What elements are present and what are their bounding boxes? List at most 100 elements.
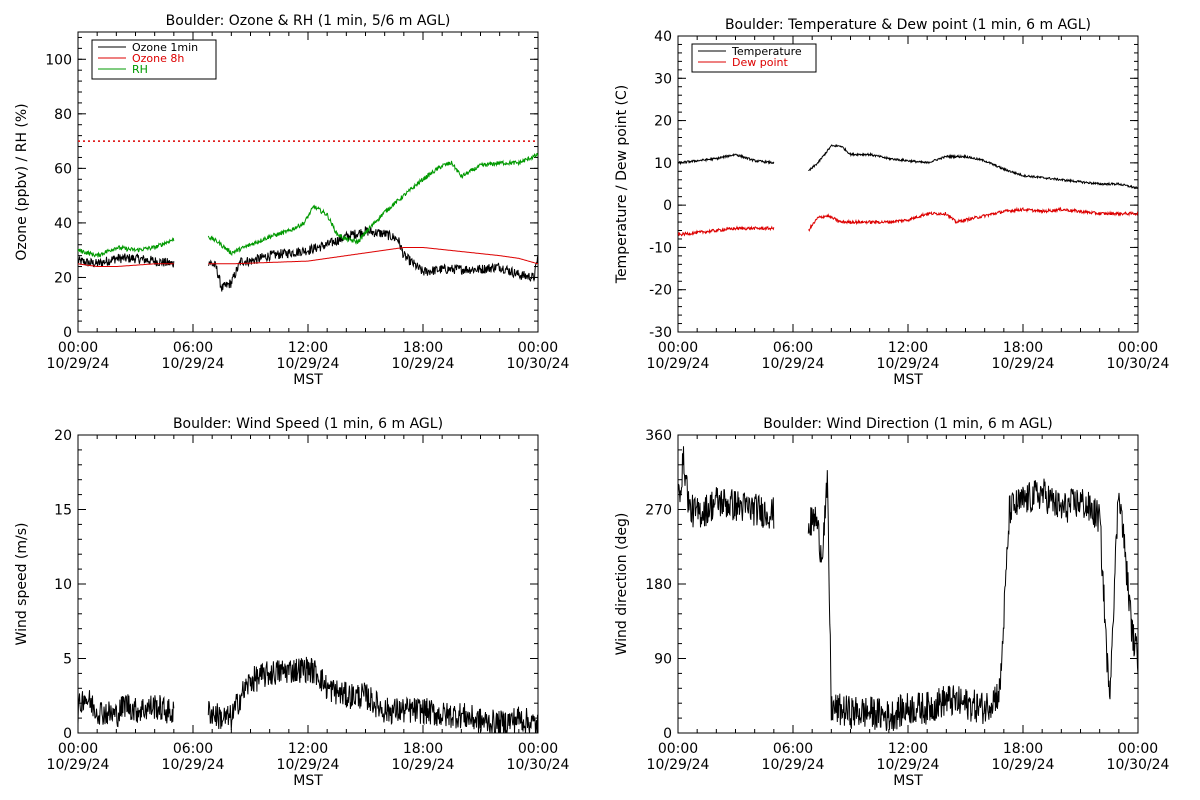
series-line-1-segment-0: [78, 263, 174, 267]
series-line-0-segment-1: [808, 143, 1138, 190]
x-tick-date: 10/29/24: [992, 757, 1055, 773]
x-tick-time: 00:00: [1118, 741, 1158, 757]
x-tick-time: 18:00: [403, 340, 443, 356]
x-tick-date: 10/29/24: [392, 757, 455, 773]
chart-title: Boulder: Wind Direction (1 min, 6 m AGL): [763, 416, 1052, 432]
y-tick-label: 20: [54, 270, 72, 286]
y-tick-label: 180: [645, 577, 672, 593]
legend-entry: Ozone 1min: [132, 41, 198, 54]
x-tick-time: 00:00: [58, 741, 98, 757]
x-tick-time: 06:00: [173, 340, 213, 356]
x-tick-time: 00:00: [1118, 340, 1158, 356]
legend-entry: Dew point: [732, 56, 788, 69]
y-tick-label: 30: [654, 71, 672, 87]
x-tick-date: 10/29/24: [392, 356, 455, 372]
x-axis-label: MST: [893, 773, 923, 789]
y-tick-label: -10: [649, 240, 672, 256]
x-tick-time: 00:00: [58, 340, 98, 356]
series-line-0-segment-0: [678, 446, 775, 529]
chart-3: Boulder: Wind Direction (1 min, 6 m AGL)…: [614, 416, 1170, 789]
x-tick-time: 12:00: [888, 741, 928, 757]
series-line-1-segment-1: [208, 247, 538, 265]
x-tick-time: 00:00: [518, 340, 558, 356]
x-tick-date: 10/29/24: [877, 356, 940, 372]
x-tick-date: 10/30/24: [507, 356, 570, 372]
x-tick-date: 10/29/24: [277, 757, 340, 773]
y-tick-label: 40: [654, 29, 672, 45]
y-tick-label: 80: [54, 107, 72, 123]
x-tick-date: 10/29/24: [162, 356, 225, 372]
series-line-0-segment-0: [78, 690, 175, 728]
y-axis-label: Wind direction (deg): [614, 513, 630, 656]
x-tick-date: 10/30/24: [1107, 757, 1170, 773]
y-tick-label: 360: [645, 428, 672, 444]
x-tick-date: 10/29/24: [47, 757, 110, 773]
x-tick-date: 10/29/24: [647, 356, 710, 372]
y-axis-label: Temperature / Dew point (C): [614, 85, 630, 284]
x-tick-time: 06:00: [773, 340, 813, 356]
chart-0: Boulder: Ozone & RH (1 min, 5/6 m AGL) 0 2…: [14, 13, 570, 388]
x-tick-date: 10/29/24: [992, 356, 1055, 372]
x-axis-label: MST: [893, 372, 923, 388]
x-tick-date: 10/30/24: [507, 757, 570, 773]
y-tick-label: 60: [54, 161, 72, 177]
x-tick-time: 18:00: [1003, 340, 1043, 356]
y-tick-label: 0: [663, 726, 672, 742]
y-tick-label: 100: [45, 52, 72, 68]
x-tick-date: 10/29/24: [47, 356, 110, 372]
series-line-1-segment-0: [678, 225, 775, 237]
series-line-0-segment-0: [678, 153, 775, 166]
x-tick-time: 12:00: [888, 340, 928, 356]
y-tick-label: 5: [63, 652, 72, 668]
x-tick-time: 06:00: [773, 741, 813, 757]
series-line-0-segment-1: [207, 656, 538, 733]
chart-title: Boulder: Ozone & RH (1 min, 5/6 m AGL): [166, 13, 451, 29]
chart-title: Boulder: Temperature & Dew point (1 min,…: [725, 17, 1091, 33]
x-axis-label: MST: [293, 372, 323, 388]
y-tick-label: 10: [54, 577, 72, 593]
x-tick-date: 10/29/24: [877, 757, 940, 773]
series-line-2-segment-0: [78, 237, 175, 258]
legend-entry: Temperature: [731, 45, 802, 58]
y-tick-label: 90: [654, 652, 672, 668]
y-tick-label: -30: [649, 325, 672, 341]
x-axis-label: MST: [293, 773, 323, 789]
y-tick-label: 20: [54, 428, 72, 444]
x-tick-date: 10/29/24: [762, 356, 825, 372]
x-tick-date: 10/29/24: [762, 757, 825, 773]
y-axis-label: Ozone (ppbv) / RH (%): [14, 103, 30, 260]
x-tick-time: 12:00: [288, 741, 328, 757]
y-tick-label: 20: [654, 114, 672, 130]
chart-1: Boulder: Temperature & Dew point (1 min,…: [614, 17, 1170, 388]
y-tick-label: 270: [645, 503, 672, 519]
x-tick-time: 12:00: [288, 340, 328, 356]
y-tick-label: 0: [63, 726, 72, 742]
x-tick-date: 10/30/24: [1107, 356, 1170, 372]
x-tick-time: 00:00: [658, 741, 698, 757]
y-tick-label: 15: [54, 503, 72, 519]
legend-entry: Ozone 8h: [132, 52, 184, 65]
x-tick-time: 18:00: [403, 741, 443, 757]
series-line-0-segment-1: [207, 225, 538, 292]
chart-title: Boulder: Wind Speed (1 min, 6 m AGL): [173, 416, 443, 432]
series-line-2-segment-1: [207, 152, 538, 257]
y-tick-label: 10: [654, 156, 672, 172]
y-tick-label: 0: [63, 325, 72, 341]
series-line-0-segment-0: [78, 253, 175, 268]
x-tick-time: 00:00: [518, 741, 558, 757]
y-tick-label: -20: [649, 283, 672, 299]
y-tick-label: 40: [54, 216, 72, 232]
x-tick-date: 10/29/24: [277, 356, 340, 372]
series-line-0-segment-1: [807, 470, 1138, 731]
x-tick-time: 00:00: [658, 340, 698, 356]
x-tick-date: 10/29/24: [647, 757, 710, 773]
x-tick-time: 06:00: [173, 741, 213, 757]
x-tick-time: 18:00: [1003, 741, 1043, 757]
chart-2: Boulder: Wind Speed (1 min, 6 m AGL) 0 5 10…: [14, 416, 570, 789]
series-line-1-segment-1: [808, 206, 1138, 232]
legend-entry: RH: [132, 63, 148, 76]
